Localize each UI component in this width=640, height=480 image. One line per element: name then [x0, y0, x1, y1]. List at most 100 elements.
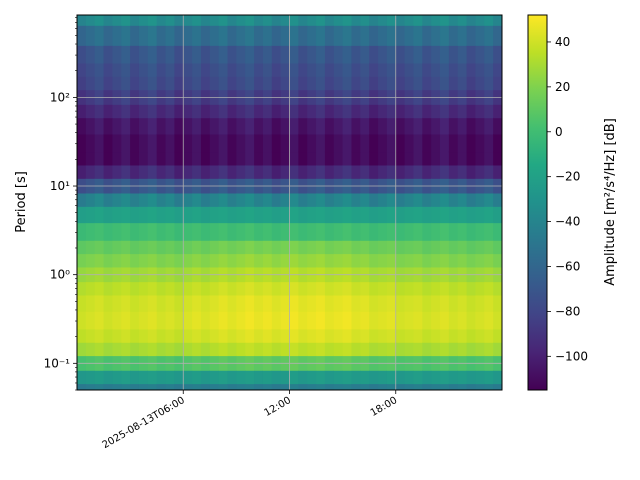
heatmap-cell [138, 25, 149, 46]
heatmap-cell [183, 206, 193, 224]
heatmap-cell [360, 311, 370, 330]
heatmap-cell [130, 281, 140, 296]
heatmap-cell [466, 222, 477, 241]
heatmap-cell [94, 104, 105, 119]
heatmap-cell [147, 370, 158, 385]
heatmap-cell [209, 240, 220, 255]
heatmap-cell [422, 45, 432, 64]
heatmap-cell [333, 206, 344, 224]
heatmap-cell [192, 15, 202, 26]
heatmap-cell [386, 294, 397, 312]
heatmap-cell [236, 62, 246, 77]
heatmap-cell [324, 281, 335, 296]
heatmap-cell [475, 62, 485, 77]
heatmap-cell [360, 151, 370, 166]
heatmap-cell [130, 76, 140, 91]
heatmap-cell [351, 342, 361, 357]
heatmap-cell [280, 253, 291, 268]
heatmap-cell [227, 62, 237, 77]
colorbar-tick-label: 40 [555, 35, 570, 49]
heatmap-cell [386, 342, 397, 357]
heatmap-cell [112, 342, 122, 357]
heatmap-cell [85, 370, 96, 385]
heatmap-cell [395, 328, 406, 343]
heatmap-cell [475, 294, 485, 312]
heatmap-cell [138, 253, 149, 268]
heatmap-cell [307, 311, 317, 330]
heatmap-cell [147, 192, 158, 207]
heatmap-cell [395, 15, 406, 26]
heatmap-cell [369, 151, 379, 166]
heatmap-cell [378, 342, 388, 357]
heatmap-cell [280, 76, 291, 91]
heatmap-cell [422, 133, 432, 153]
heatmap-cell [333, 133, 344, 153]
heatmap-cell [254, 206, 264, 224]
heatmap-cell [138, 222, 149, 241]
heatmap-cell [183, 383, 193, 390]
heatmap-cell [386, 383, 397, 390]
heatmap-cell [316, 164, 326, 179]
heatmap-cell [333, 311, 344, 330]
heatmap-cell [262, 151, 273, 166]
heatmap-cell [289, 253, 299, 268]
heatmap-cell [245, 311, 255, 330]
heatmap-cell [378, 370, 388, 385]
heatmap-cell [200, 342, 211, 357]
heatmap-cell [165, 117, 175, 135]
heatmap-cell [395, 311, 406, 330]
heatmap-cell [156, 192, 167, 207]
heatmap-cell [333, 192, 344, 207]
heatmap-cell [85, 206, 96, 224]
heatmap-cell [192, 25, 202, 46]
heatmap-cell [307, 253, 317, 268]
heatmap-cell [448, 240, 459, 255]
heatmap-cell [209, 45, 220, 64]
heatmap-cell [138, 45, 149, 64]
heatmap-cell [165, 133, 175, 153]
heatmap-cell [351, 253, 361, 268]
heatmap-cell [165, 370, 175, 385]
heatmap-cell [147, 62, 158, 77]
heatmap-cell [121, 62, 131, 77]
heatmap-cell [395, 164, 406, 179]
heatmap-cell [85, 294, 96, 312]
heatmap-cell [218, 383, 229, 390]
heatmap-cell [493, 62, 502, 77]
heatmap-cell [448, 15, 459, 26]
heatmap-cell [174, 370, 184, 385]
heatmap-cell [378, 15, 388, 26]
heatmap-cell [280, 151, 291, 166]
heatmap-cell [218, 15, 229, 26]
heatmap-cell [360, 281, 370, 296]
heatmap-cell [298, 76, 308, 91]
heatmap-cell [484, 281, 494, 296]
heatmap-cell [378, 117, 388, 135]
heatmap-cell [324, 133, 335, 153]
heatmap-cell [183, 164, 193, 179]
heatmap-cell [378, 281, 388, 296]
heatmap-cell [218, 117, 229, 135]
heatmap-cell [378, 328, 388, 343]
heatmap-cell [457, 383, 468, 390]
heatmap-cell [466, 117, 477, 135]
heatmap-cell [227, 192, 237, 207]
heatmap-cell [369, 104, 379, 119]
heatmap-cell [156, 222, 167, 241]
heatmap-cell [386, 206, 397, 224]
heatmap-cell [378, 222, 388, 241]
heatmap-cell [236, 164, 246, 179]
heatmap-cell [245, 206, 255, 224]
heatmap-cell [440, 62, 450, 77]
heatmap-cell [316, 133, 326, 153]
heatmap-cell [218, 76, 229, 91]
heatmap-cell [200, 62, 211, 77]
heatmap-cell [351, 328, 361, 343]
heatmap-cell [298, 25, 308, 46]
heatmap-cell [448, 62, 459, 77]
heatmap-cell [183, 104, 193, 119]
heatmap-cell [227, 342, 237, 357]
heatmap-cell [431, 311, 441, 330]
heatmap-cell [77, 45, 87, 64]
heatmap-cell [298, 206, 308, 224]
